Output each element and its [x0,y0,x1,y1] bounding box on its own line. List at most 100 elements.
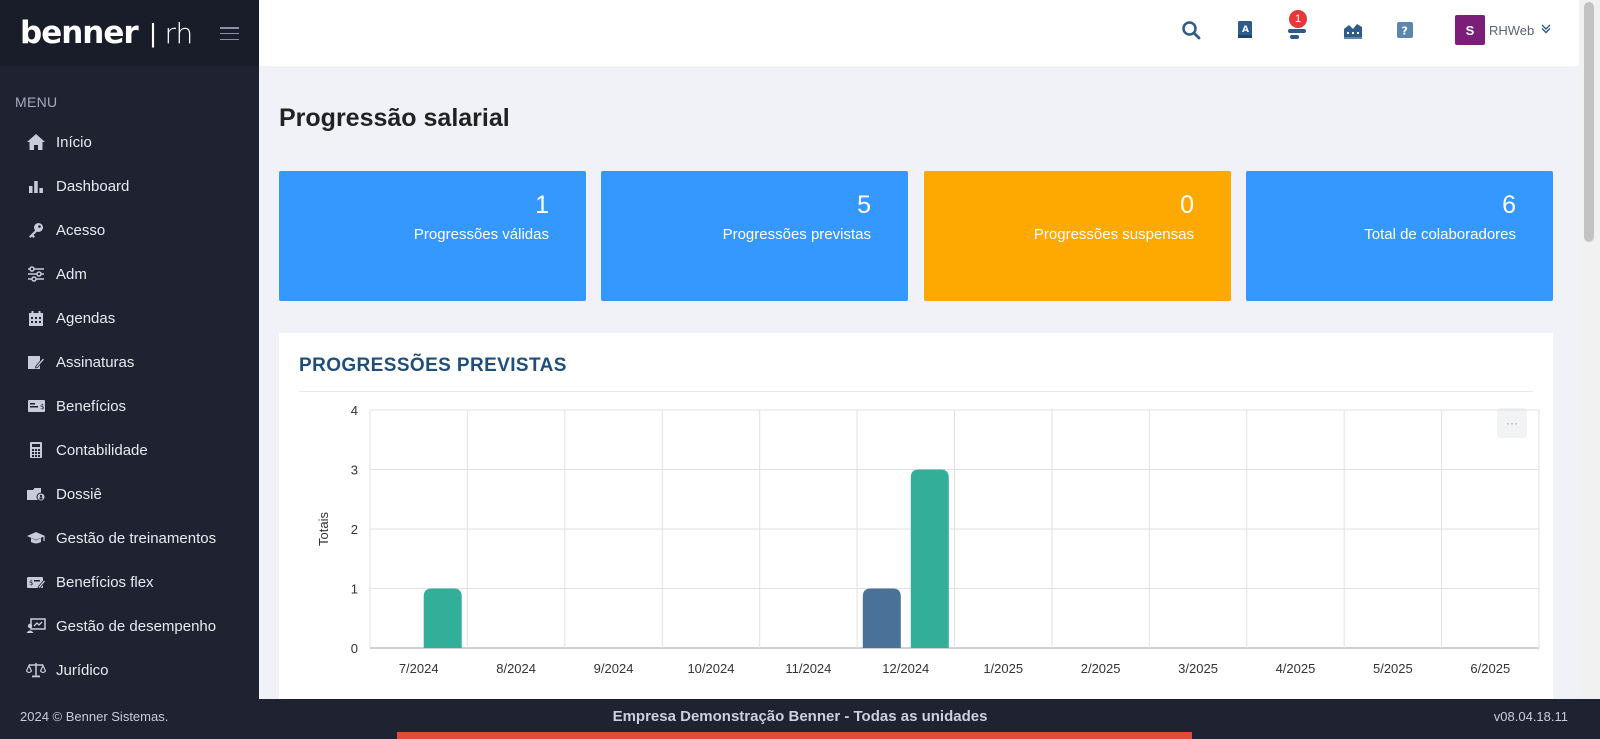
search-icon[interactable] [1179,18,1203,42]
hamburger-menu-icon[interactable] [220,27,239,40]
scrollbar-thumb[interactable] [1584,2,1594,242]
y-tick-label: 0 [351,641,358,656]
svg-text:A: A [1242,25,1249,35]
version: v08.04.18.11 [1493,709,1568,724]
page-title: Progressão salarial [279,104,510,132]
notifications-icon[interactable] [1285,18,1309,42]
topbar: A 1 ? S RHWeb [259,0,1579,66]
user-menu[interactable]: S RHWeb [1455,15,1552,45]
avatar: S [1455,15,1485,45]
money-card-icon: $ [26,396,46,416]
sidebar-item-label: Adm [56,265,87,283]
sidebar-item-beneficios-flex[interactable]: $ Benefícios flex [0,560,259,604]
copyright: 2024 © Benner Sistemas. [20,709,169,724]
sidebar-item-adm[interactable]: Adm [0,252,259,296]
bar [423,588,462,648]
performance-icon [26,616,46,636]
calendar-icon [26,308,46,328]
page-scrollbar[interactable] [1579,0,1600,699]
benner-logo[interactable]: benner [20,15,139,51]
card-progressoes-previstas[interactable]: 5 Progressões previstas [601,171,908,301]
key-icon [26,220,46,240]
x-tick-label: 12/2024 [882,661,929,676]
card-total-colaboradores[interactable]: 6 Total de colaboradores [1246,171,1553,301]
card-progressoes-suspensas[interactable]: 0 Progressões suspensas [924,171,1231,301]
x-tick-label: 3/2025 [1178,661,1218,676]
x-tick-label: 11/2024 [785,661,831,676]
sidebar-item-agendas[interactable]: Agendas [0,296,259,340]
analytics-icon[interactable] [1341,18,1365,42]
x-tick-label: 10/2024 [687,661,734,676]
card-label: Progressões previstas [722,226,871,243]
sidebar-item-label: Contabilidade [56,441,148,459]
sliders-icon [26,264,46,284]
y-tick-label: 4 [351,403,358,418]
svg-text:$: $ [29,579,33,587]
environment-bar [397,732,1192,739]
graduation-cap-icon [26,528,46,548]
y-tick-label: 3 [351,463,358,478]
sidebar-item-inicio[interactable]: Início [0,120,259,164]
user-name: RHWeb [1489,22,1535,38]
card-value: 1 [535,191,549,219]
x-tick-label: 7/2024 [399,661,439,676]
sidebar-item-label: Dossiê [56,485,102,503]
scales-icon [26,660,46,680]
x-tick-label: 8/2024 [496,661,536,676]
card-value: 6 [1502,191,1516,219]
bar [910,469,949,648]
sidebar-item-dossie[interactable]: Dossiê [0,472,259,516]
y-tick-label: 2 [351,522,358,537]
dictionary-icon[interactable]: A [1233,18,1257,42]
x-tick-label: 6/2025 [1470,661,1510,676]
module-name: rh [164,16,194,50]
sidebar-item-label: Benefícios [56,397,127,415]
help-icon[interactable]: ? [1393,18,1417,42]
sidebar-item-gestao-desempenho[interactable]: Gestão de desempenho [0,604,259,648]
menu-label: MENU [15,94,58,110]
sidebar-item-label: Assinaturas [56,353,135,371]
sidebar-menu: Início Dashboard Acesso Adm Agendas [0,120,259,692]
sidebar: benner | rh MENU Início Dashboard Acesso [0,0,259,699]
card-label: Progressões suspensas [1033,226,1194,243]
card-label: Total de colaboradores [1364,226,1516,243]
x-tick-label: 5/2025 [1373,661,1413,676]
home-icon [26,132,46,152]
panel-title: PROGRESSÕES PREVISTAS [299,355,567,376]
main-content: Progressão salarial 1 Progressões válida… [259,66,1579,699]
x-tick-label: 2/2025 [1081,661,1121,676]
sidebar-item-beneficios[interactable]: $ Benefícios [0,384,259,428]
svg-text:$: $ [40,403,44,411]
sidebar-item-gestao-treinamentos[interactable]: Gestão de treinamentos [0,516,259,560]
sidebar-item-label: Agendas [56,309,116,327]
card-value: 5 [857,191,871,219]
sidebar-item-acesso[interactable]: Acesso [0,208,259,252]
calculator-icon [26,440,46,460]
sidebar-item-label: Dashboard [56,177,130,195]
sidebar-item-dashboard[interactable]: Dashboard [0,164,259,208]
brand-separator: | [149,17,157,48]
sidebar-item-contabilidade[interactable]: Contabilidade [0,428,259,472]
sidebar-item-juridico[interactable]: Jurídico [0,648,259,692]
progressoes-previstas-panel: PROGRESSÕES PREVISTAS ··· 0 1 2 3 4 7/2024 8/2… [279,333,1553,699]
sidebar-item-label: Gestão de treinamentos [56,529,217,547]
x-tick-label: 9/2024 [594,661,634,676]
sidebar-item-label: Acesso [56,221,106,239]
x-tick-label: 4/2025 [1276,661,1316,676]
card-label: Progressões válidas [413,226,549,243]
card-progressoes-validas[interactable]: 1 Progressões válidas [279,171,586,301]
chart-menu-button[interactable]: ··· [1497,408,1527,438]
bar-chart-icon [26,176,46,196]
y-tick-label: 1 [351,582,358,597]
company-name: Empresa Demonstração Benner - Todas as u… [612,708,988,725]
dossier-icon [26,484,46,504]
progressoes-chart: 0 1 2 3 4 7/2024 8/2024 9/2024 10/2024 11/2024 12/… [316,403,1540,676]
card-value: 0 [1180,191,1194,219]
chevron-down-icon [1540,21,1552,39]
brand-header: benner | rh [0,0,259,66]
y-axis-label: Totais [316,512,331,546]
sidebar-item-label: Gestão de desempenho [56,617,217,635]
sidebar-item-assinaturas[interactable]: Assinaturas [0,340,259,384]
footer: 2024 © Benner Sistemas. Empresa Demonstr… [0,699,1600,739]
bar [862,588,901,648]
